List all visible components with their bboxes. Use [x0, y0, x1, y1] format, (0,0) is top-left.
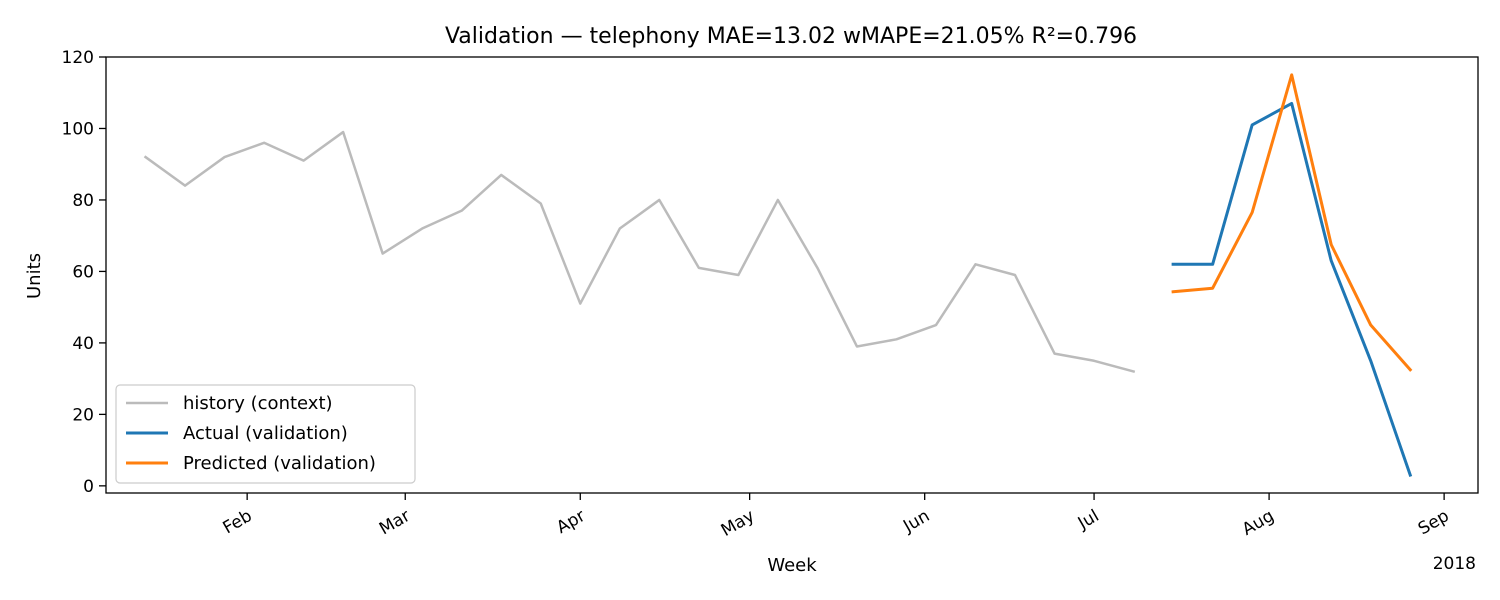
y-tick-label: 120 [62, 48, 94, 68]
y-tick-label: 40 [72, 334, 94, 354]
x-tick-label: Mar [376, 506, 414, 539]
x-tick-label: Jun [899, 506, 933, 537]
legend: history (context) Actual (validation) Pred… [115, 384, 416, 484]
x-tick-label: Feb [220, 506, 256, 538]
y-axis: 0 20 40 60 80 100 120 [62, 48, 106, 497]
plot-area [105, 56, 1479, 494]
x-axis: Feb Mar Apr May Jun Jul Aug Sep [220, 493, 1453, 541]
series-line-2 [1171, 73, 1413, 372]
y-tick-label: 100 [62, 119, 94, 139]
y-tick-label: 0 [83, 477, 94, 497]
legend-entry: history (context) [183, 393, 333, 414]
y-tick-label: 60 [72, 262, 94, 282]
x-tick-label: Sep [1415, 506, 1453, 539]
series-line-1 [1171, 101, 1413, 478]
x-tick-label: Apr [553, 506, 588, 538]
y-tick-label: 80 [72, 191, 94, 211]
x-axis-label: Week [767, 555, 817, 576]
legend-entry: Predicted (validation) [183, 453, 376, 474]
year-label: 2018 [1433, 554, 1476, 574]
x-tick-label: Jul [1074, 506, 1103, 534]
y-axis-label: Units [24, 253, 45, 299]
legend-box [115, 384, 416, 484]
y-tick-label: 20 [72, 405, 94, 425]
series-line-0 [143, 130, 1136, 374]
legend-entry: Actual (validation) [183, 423, 348, 444]
series-layer [143, 73, 1413, 478]
x-tick-label: Aug [1239, 506, 1278, 540]
chart-title: Validation — telephony MAE=13.02 wMAPE=2… [445, 24, 1137, 49]
plot-frame [105, 56, 1479, 494]
x-tick-label: May [718, 506, 758, 541]
